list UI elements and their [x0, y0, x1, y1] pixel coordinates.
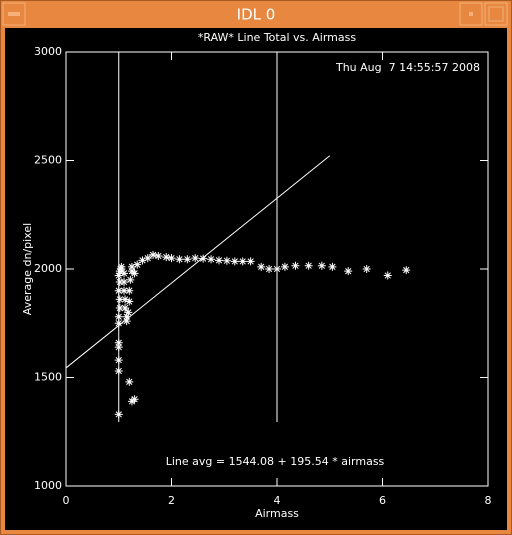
asterisk-point [328, 262, 337, 271]
asterisk-point [143, 254, 152, 263]
asterisk-point [125, 377, 134, 386]
asterisk-point [175, 255, 184, 264]
asterisk-point [115, 295, 124, 304]
asterisk-point [114, 286, 123, 295]
asterisk-point [122, 312, 131, 321]
asterisk-point [115, 278, 124, 287]
y-tick-label: 2500 [34, 154, 62, 167]
window-title: IDL 0 [237, 6, 276, 24]
asterisk-point [114, 312, 123, 321]
asterisk-point [114, 271, 123, 280]
asterisk-point [149, 250, 158, 259]
x-axis-label: Airmass [255, 507, 299, 520]
x-tick-label: 2 [168, 494, 175, 507]
asterisk-point [222, 256, 231, 265]
asterisk-point [265, 265, 274, 273]
asterisk-point [120, 269, 129, 278]
asterisk-point [199, 254, 208, 263]
asterisk-point [230, 257, 239, 266]
asterisk-point [127, 262, 136, 271]
asterisk-point [291, 261, 300, 270]
y-tick-label: 1000 [34, 479, 62, 492]
asterisk-point [183, 255, 192, 264]
asterisk-point [138, 256, 147, 265]
asterisk-point [344, 267, 353, 276]
fit-annotation: Line avg = 1544.08 + 195.54 * airmass [166, 455, 385, 468]
reference-line [65, 155, 331, 369]
asterisk-point [214, 256, 223, 265]
asterisk-point [273, 265, 281, 273]
asterisk-point [114, 343, 123, 352]
menu-icon [8, 12, 20, 16]
asterisk-point [246, 257, 255, 266]
asterisk-point [280, 262, 289, 271]
asterisk-point [117, 262, 126, 271]
asterisk-point [114, 410, 123, 419]
asterisk-point [362, 265, 371, 273]
asterisk-point [126, 275, 135, 284]
asterisk-point [304, 261, 313, 270]
asterisk-point [121, 304, 130, 313]
x-tick-label: 0 [63, 494, 70, 507]
asterisk-point [115, 304, 124, 313]
date-stamp: Thu Aug 7 14:55:57 2008 [335, 61, 480, 74]
asterisk-point [114, 366, 123, 375]
asterisk-point [130, 269, 139, 278]
x-tick-label: 4 [274, 494, 281, 507]
asterisk-point [114, 338, 123, 347]
plot-canvas [5, 28, 507, 530]
x-tick-label: 6 [379, 494, 386, 507]
maximize-button[interactable] [484, 2, 508, 26]
minimize-icon [469, 12, 473, 16]
asterisk-point [167, 254, 176, 263]
asterisk-point [114, 356, 123, 365]
x-tick-label: 8 [485, 494, 492, 507]
asterisk-point [125, 297, 134, 306]
asterisk-point [383, 271, 392, 280]
asterisk-point [122, 317, 131, 326]
asterisk-point [120, 278, 129, 287]
y-tick-label: 2000 [34, 262, 62, 275]
y-axis-label: Average dn/pixel [21, 223, 34, 315]
asterisk-point [121, 295, 130, 304]
asterisk-point [317, 261, 326, 270]
asterisk-point [133, 260, 142, 269]
asterisk-point [114, 319, 123, 328]
asterisk-point [207, 255, 216, 264]
asterisk-point [154, 251, 163, 260]
asterisk-point [257, 262, 266, 271]
asterisk-point [238, 257, 247, 266]
y-tick-label: 1500 [34, 371, 62, 384]
asterisk-point [124, 308, 133, 317]
asterisk-point [162, 253, 171, 262]
maximize-icon [488, 6, 504, 22]
chart-title: *RAW* Line Total vs. Airmass [198, 31, 356, 44]
asterisk-point [402, 266, 411, 275]
y-tick-label: 3000 [34, 45, 62, 58]
asterisk-point [120, 286, 129, 295]
asterisk-point [125, 286, 134, 295]
asterisk-point [127, 397, 136, 406]
asterisk-point [191, 254, 200, 263]
